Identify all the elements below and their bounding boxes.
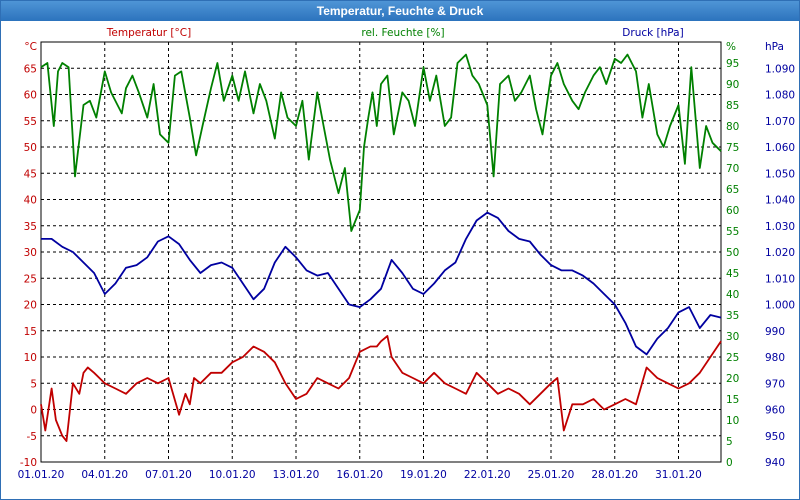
humidity-tick-label: 45 — [726, 268, 739, 280]
pressure-tick-label: 990 — [765, 326, 785, 338]
temperature-tick-label: 55 — [24, 116, 37, 128]
pressure-tick-label: 1.060 — [765, 142, 795, 154]
x-tick-label: 10.01.20 — [209, 469, 256, 481]
pressure-tick-label: 1.070 — [765, 116, 795, 128]
humidity-unit-label: % — [726, 41, 736, 53]
pressure-tick-label: 950 — [765, 431, 785, 443]
humidity-tick-label: 70 — [726, 163, 739, 175]
humidity-tick-label: 30 — [726, 331, 739, 343]
pressure-tick-label: 940 — [765, 457, 785, 469]
humidity-tick-label: 90 — [726, 79, 739, 91]
x-tick-label: 16.01.20 — [336, 469, 383, 481]
temperature-tick-label: 40 — [24, 195, 37, 207]
humidity-tick-label: 0 — [726, 457, 733, 469]
temperature-unit-label: °C — [24, 41, 37, 53]
pressure-tick-label: 1.050 — [765, 168, 795, 180]
temperature-tick-label: 30 — [24, 247, 37, 259]
pressure-tick-label: 1.010 — [765, 273, 795, 285]
pressure-tick-label: 1.040 — [765, 195, 795, 207]
temperature-tick-label: 20 — [24, 300, 37, 312]
x-tick-label: 13.01.20 — [273, 469, 320, 481]
pressure-tick-label: 980 — [765, 352, 785, 364]
humidity-tick-label: 65 — [726, 184, 739, 196]
humidity-tick-label: 15 — [726, 394, 739, 406]
x-tick-label: 25.01.20 — [528, 469, 575, 481]
pressure-tick-label: 1.020 — [765, 247, 795, 259]
series-pressure-line — [41, 211, 722, 356]
temperature-tick-label: 15 — [24, 326, 37, 338]
x-tick-label: 22.01.20 — [464, 469, 511, 481]
pressure-axis-title: Druck [hPa] — [622, 27, 683, 39]
pressure-tick-label: 1.000 — [765, 300, 795, 312]
grid-lines — [41, 42, 721, 462]
temperature-tick-label: 25 — [24, 273, 37, 285]
humidity-tick-label: 35 — [726, 310, 739, 322]
series-temperature-line — [40, 335, 722, 442]
humidity-tick-label: 95 — [726, 58, 739, 70]
temperature-tick-label: 5 — [30, 378, 37, 390]
humidity-tick-label: 40 — [726, 289, 739, 301]
pressure-unit-label: hPa — [765, 41, 784, 53]
humidity-tick-label: 85 — [726, 100, 739, 112]
series-humidity-line — [40, 53, 722, 232]
pressure-tick-label: 970 — [765, 378, 785, 390]
temperature-tick-label: -5 — [27, 431, 37, 443]
pressure-tick-label: 1.090 — [765, 63, 795, 75]
temperature-axis-title: Temperatur [°C] — [106, 27, 191, 39]
temperature-tick-label: 60 — [24, 90, 37, 102]
temperature-tick-label: 35 — [24, 221, 37, 233]
humidity-tick-label: 10 — [726, 415, 739, 427]
pressure-tick-label: 960 — [765, 405, 785, 417]
plot-frame — [40, 41, 722, 463]
pressure-tick-label: 1.080 — [765, 90, 795, 102]
temperature-tick-label: 50 — [24, 142, 37, 154]
humidity-tick-label: 5 — [726, 436, 733, 448]
x-tick-label: 07.01.20 — [145, 469, 192, 481]
humidity-tick-label: 80 — [726, 121, 739, 133]
window-title: Temperatur, Feuchte & Druck — [1, 1, 799, 21]
chart-svg: Temperatur [°C] rel. Feuchte [%] Druck [… — [18, 27, 795, 481]
temperature-tick-label: 45 — [24, 168, 37, 180]
humidity-tick-label: 55 — [726, 226, 739, 238]
pressure-tick-label: 1.030 — [765, 221, 795, 233]
x-tick-label: 01.01.20 — [18, 469, 65, 481]
temperature-tick-label: -10 — [20, 457, 37, 469]
humidity-tick-label: 75 — [726, 142, 739, 154]
humidity-axis-title: rel. Feuchte [%] — [361, 27, 444, 39]
temperature-tick-label: 65 — [24, 63, 37, 75]
x-tick-label: 31.01.20 — [655, 469, 702, 481]
x-tick-label: 28.01.20 — [591, 469, 638, 481]
humidity-tick-label: 25 — [726, 352, 739, 364]
x-tick-label: 19.01.20 — [400, 469, 447, 481]
humidity-tick-label: 20 — [726, 373, 739, 385]
humidity-tick-label: 50 — [726, 247, 739, 259]
temperature-tick-label: 0 — [30, 405, 37, 417]
temperature-tick-label: 10 — [24, 352, 37, 364]
x-tick-label: 04.01.20 — [81, 469, 128, 481]
axis-titles: Temperatur [°C] rel. Feuchte [%] Druck [… — [24, 27, 784, 53]
humidity-tick-label: 60 — [726, 205, 739, 217]
series-lines — [40, 53, 722, 442]
